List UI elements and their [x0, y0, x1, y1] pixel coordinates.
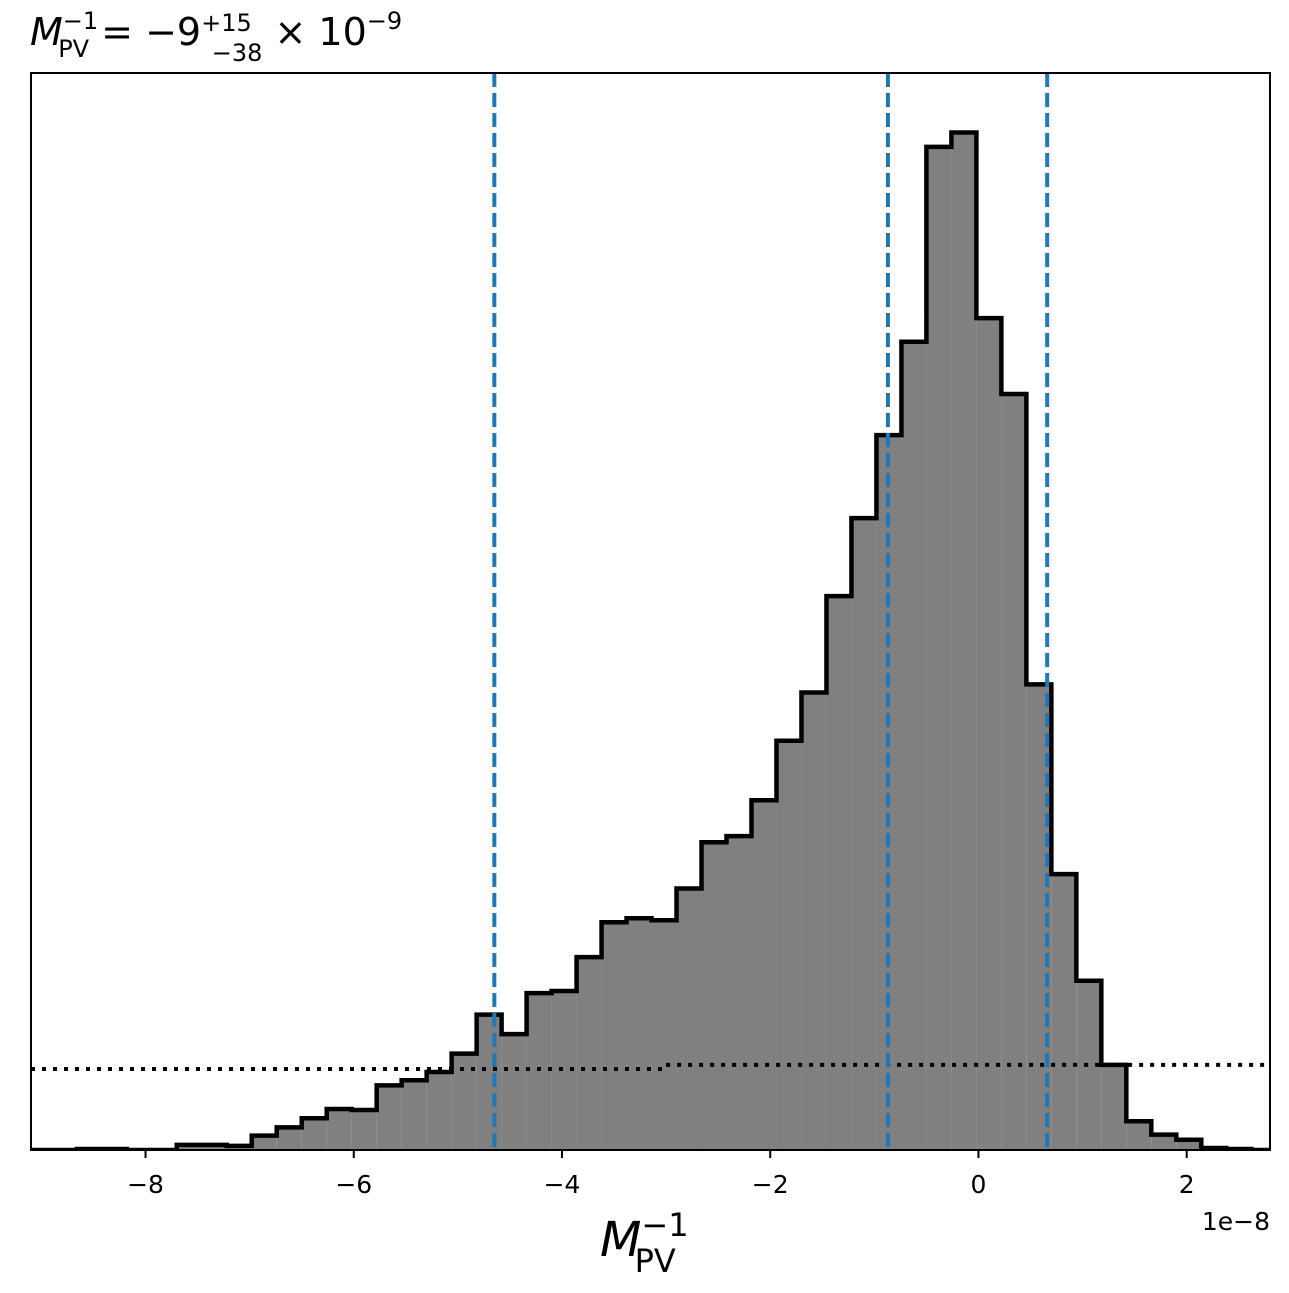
histogram-bar — [1151, 1134, 1177, 1150]
x-tick-label: −6 — [335, 1170, 372, 1199]
histogram-bar — [726, 836, 752, 1150]
histogram-bar — [301, 1118, 327, 1150]
plot-area — [31, 73, 1270, 1150]
histogram-bar — [501, 1034, 527, 1150]
histogram-bar — [201, 1144, 227, 1150]
histogram-bar — [601, 922, 627, 1150]
title-err-minus: −38 — [212, 39, 263, 67]
histogram-bar — [801, 692, 827, 1150]
histogram-bar — [676, 888, 702, 1150]
histogram-bar — [526, 993, 552, 1150]
histogram-bar — [751, 800, 777, 1150]
title-symbol-sup: −1 — [63, 7, 98, 35]
x-tick-label: 2 — [1179, 1170, 1195, 1199]
chart-title: M−1 PV = −9+15 −38 × 10−9 — [30, 7, 402, 67]
histogram-bar — [426, 1072, 452, 1150]
histogram-bar — [851, 518, 877, 1150]
x-tick-label: −2 — [752, 1170, 789, 1199]
histogram-bar — [951, 132, 977, 1150]
title-err-plus: +15 — [201, 9, 252, 37]
xlabel-symbol: M — [600, 1212, 641, 1268]
axes-frame — [30, 72, 1271, 1151]
x-tick-label: −4 — [544, 1170, 581, 1199]
xlabel-sup: −1 — [641, 1206, 688, 1244]
histogram-bar — [651, 920, 677, 1150]
x-tick-label: −8 — [127, 1170, 164, 1199]
xlabel-sub: PV — [635, 1242, 676, 1280]
histogram-bar — [776, 740, 802, 1150]
title-exponent: −9 — [367, 7, 402, 35]
histogram-bar — [1101, 1064, 1127, 1150]
histogram-bar — [826, 596, 852, 1150]
histogram-outline — [31, 130, 1270, 1150]
histogram-bar — [1051, 874, 1077, 1150]
histogram-bar — [1176, 1139, 1202, 1150]
histogram-bar — [401, 1080, 427, 1150]
histogram-bar — [901, 341, 927, 1150]
histogram-bar — [976, 318, 1002, 1150]
x-tick-label: 0 — [971, 1170, 987, 1199]
title-value: = −9 — [89, 10, 201, 54]
histogram-bar — [476, 1014, 502, 1150]
histogram-bar — [326, 1108, 352, 1150]
histogram-bar — [576, 957, 602, 1150]
histogram-bar — [1001, 394, 1027, 1150]
histogram-bar — [701, 842, 727, 1150]
histogram-bar — [626, 918, 652, 1150]
x-axis-ticks: −8 −6 −4 −2 0 2 — [127, 1150, 1195, 1199]
histogram-bar — [376, 1085, 402, 1150]
histogram-bar — [1126, 1121, 1152, 1150]
x-axis-label: M−1 PV — [600, 1206, 689, 1280]
histogram-bar — [926, 146, 952, 1150]
title-symbol-sub: PV — [58, 35, 89, 63]
histogram-bar — [176, 1144, 202, 1150]
histogram-bar — [251, 1135, 277, 1150]
histogram-bar — [351, 1109, 377, 1150]
title-times: × 10 — [262, 10, 366, 54]
x-offset-label: 1e−8 — [1202, 1207, 1270, 1236]
histogram-bar — [276, 1127, 302, 1150]
title-symbol: M — [30, 10, 63, 54]
